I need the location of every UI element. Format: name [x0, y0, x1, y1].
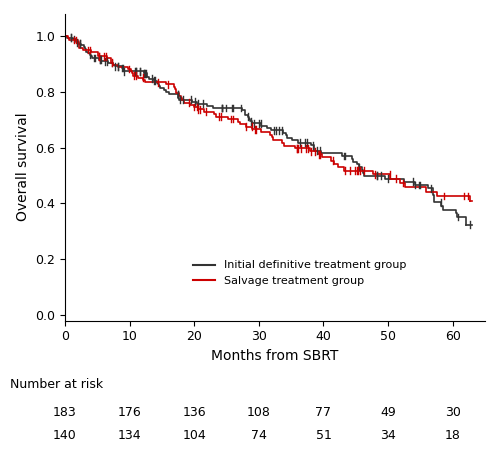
Legend: Initial definitive treatment group, Salvage treatment group: Initial definitive treatment group, Salv…	[188, 256, 410, 290]
Text: 51: 51	[316, 429, 332, 442]
Text: 74: 74	[251, 429, 267, 442]
Text: 49: 49	[380, 406, 396, 419]
Text: 34: 34	[380, 429, 396, 442]
X-axis label: Months from SBRT: Months from SBRT	[212, 349, 338, 363]
Text: 108: 108	[247, 406, 271, 419]
Text: Number at risk: Number at risk	[10, 378, 103, 391]
Text: 18: 18	[445, 429, 460, 442]
Text: 77: 77	[316, 406, 332, 419]
Text: 104: 104	[182, 429, 206, 442]
Text: 140: 140	[53, 429, 77, 442]
Text: 30: 30	[445, 406, 460, 419]
Y-axis label: Overall survival: Overall survival	[16, 113, 30, 222]
Text: 134: 134	[118, 429, 142, 442]
Text: 136: 136	[182, 406, 206, 419]
Text: 183: 183	[53, 406, 77, 419]
Text: 176: 176	[118, 406, 142, 419]
